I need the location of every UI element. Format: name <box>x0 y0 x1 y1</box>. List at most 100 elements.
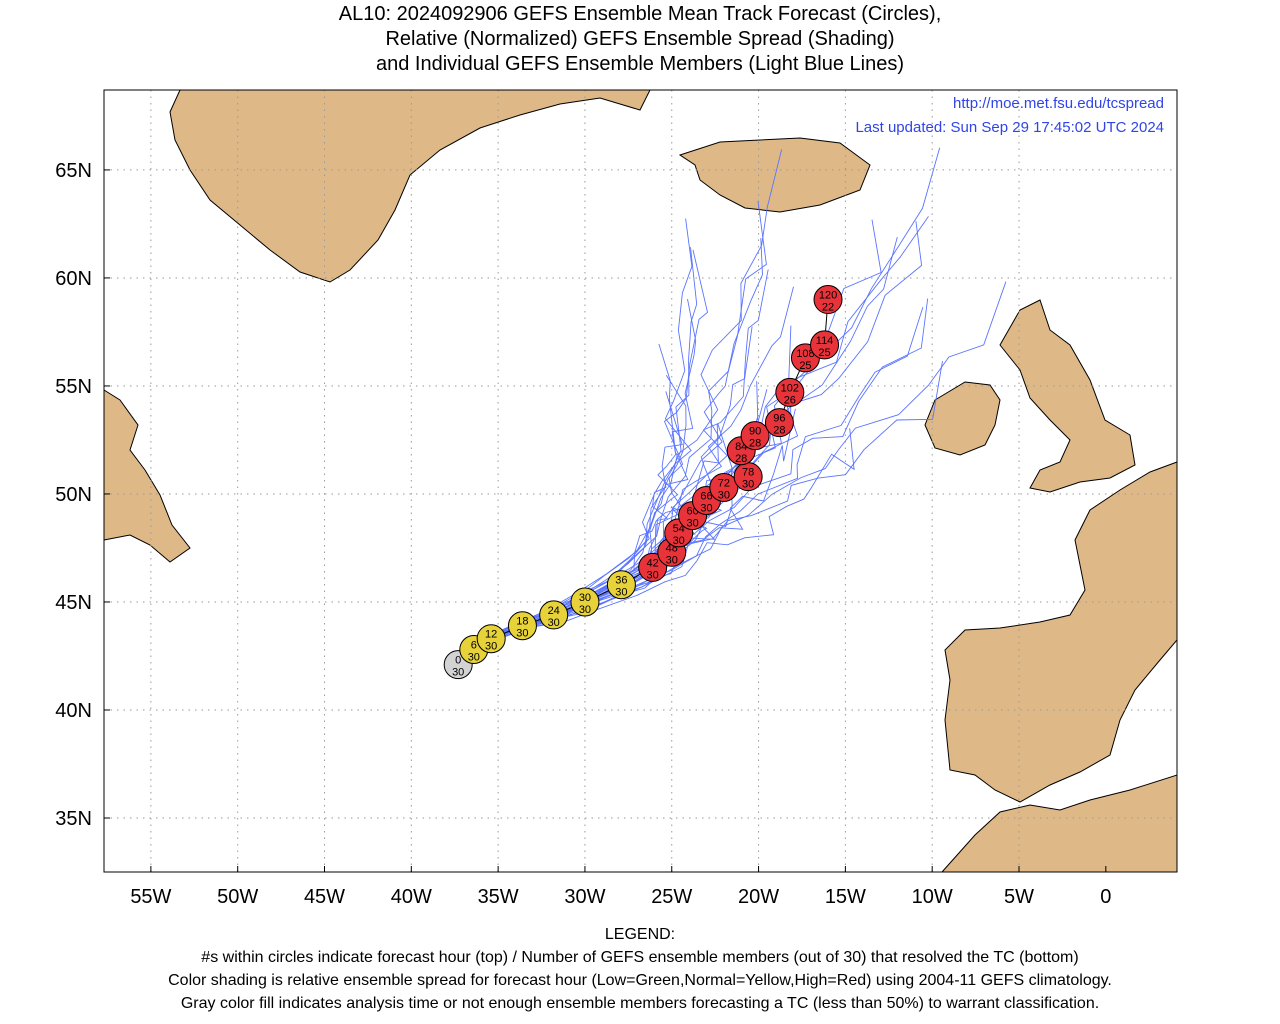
member-count-label: 30 <box>666 554 678 566</box>
land-masses <box>103 89 1178 873</box>
member-count-label: 28 <box>749 438 761 450</box>
forecast-hour-label: 12 <box>485 629 497 641</box>
great-britain-landmass <box>999 299 1136 493</box>
lat-tick-label: 55N <box>55 376 92 398</box>
lat-tick-labels: 35N 40N 45N 50N 55N 60N 65N <box>55 160 92 830</box>
member-count-label: 28 <box>735 453 747 465</box>
member-count-label: 30 <box>742 479 754 491</box>
forecast-hour-label: 102 <box>781 382 799 394</box>
lon-tick-labels: 55W 50W 45W 40W 35W 30W 25W 20W 15W 10W 5W 0 <box>130 886 1111 908</box>
track-circle <box>775 377 805 407</box>
member-count-label: 30 <box>516 628 528 640</box>
lon-tick-label: 5W <box>1004 886 1034 908</box>
member-count-label: 30 <box>452 667 464 679</box>
mean-track-line <box>457 299 829 665</box>
lat-tick-label: 50N <box>55 484 92 506</box>
track-circle <box>764 408 794 438</box>
lon-tick-label: 35W <box>478 886 519 908</box>
forecast-hour-label: 108 <box>796 348 814 360</box>
track-circle <box>638 552 668 582</box>
newfoundland-landmass <box>103 389 191 563</box>
lon-tick-label: 55W <box>130 886 171 908</box>
forecast-hour-label: 114 <box>816 335 834 347</box>
mean-track: 0306301230183024303030363042304830543060… <box>443 285 843 680</box>
member-count-label: 30 <box>485 641 497 653</box>
member-count-label: 30 <box>673 535 685 547</box>
lon-tick-label: 10W <box>912 886 953 908</box>
last-updated-text: Last updated: Sun Sep 29 17:45:02 UTC 20… <box>855 119 1164 136</box>
lon-tick-label: 15W <box>825 886 866 908</box>
track-circle <box>709 472 739 502</box>
member-count-label: 26 <box>784 394 796 406</box>
forecast-hour-label: 72 <box>718 477 730 489</box>
lat-tick-label: 45N <box>55 592 92 614</box>
lat-tick-label: 35N <box>55 808 92 830</box>
europe-mainland <box>944 461 1178 803</box>
ensemble-member-track <box>457 325 792 665</box>
ensemble-member-track <box>457 269 769 665</box>
ensemble-member-track <box>457 221 923 665</box>
forecast-hour-label: 6 <box>471 639 477 651</box>
member-count-label: 28 <box>773 425 785 437</box>
lon-tick-label: 25W <box>651 886 692 908</box>
member-count-label: 30 <box>686 518 698 530</box>
ensemble-member-track <box>457 375 687 665</box>
ensemble-member-track <box>457 428 855 665</box>
source-url-link[interactable]: http://moe.met.fsu.edu/tcspread <box>953 95 1164 112</box>
member-count-label: 25 <box>818 347 830 359</box>
legend-heading: LEGEND: <box>604 926 676 943</box>
lat-tick-label: 40N <box>55 700 92 722</box>
forecast-hour-label: 90 <box>749 426 761 438</box>
forecast-hour-label: 120 <box>819 290 837 302</box>
member-count-label: 30 <box>579 604 591 616</box>
member-count-label: 30 <box>468 651 480 663</box>
forecast-hour-label: 18 <box>516 616 528 628</box>
lon-tick-label: 50W <box>217 886 258 908</box>
forecast-hour-label: 42 <box>647 557 659 569</box>
forecast-hour-label: 24 <box>548 605 560 617</box>
lon-tick-label: 30W <box>564 886 605 908</box>
lon-tick-label: 45W <box>304 886 345 908</box>
lon-tick-label: 20W <box>738 886 779 908</box>
ensemble-member-track <box>457 298 929 665</box>
map-title-line-3: and Individual GEFS Ensemble Members (Li… <box>375 53 905 75</box>
lon-tick-label: 40W <box>391 886 432 908</box>
member-count-label: 30 <box>548 617 560 629</box>
ensemble-member-track <box>457 147 941 665</box>
lon-tick-label: 0 <box>1100 886 1111 908</box>
map-title-line-2: Relative (Normalized) GEFS Ensemble Spre… <box>385 28 895 50</box>
ensemble-member-track <box>457 306 924 665</box>
ensemble-member-tracks <box>457 147 1007 665</box>
lat-tick-label: 65N <box>55 160 92 182</box>
member-count-label: 30 <box>700 502 712 514</box>
ensemble-member-track <box>457 238 763 665</box>
map-frame <box>103 89 1178 873</box>
forecast-hour-label: 36 <box>615 575 627 587</box>
track-circle <box>813 285 843 315</box>
track-circle <box>570 587 600 617</box>
forecast-hour-label: 66 <box>700 490 712 502</box>
forecast-hour-label: 78 <box>742 467 754 479</box>
legend-line-2: Color shading is relative ensemble sprea… <box>168 972 1112 989</box>
ensemble-member-track <box>457 219 882 665</box>
legend-line-3: Gray color fill indicates analysis time … <box>180 995 1100 1012</box>
track-circle <box>740 421 770 451</box>
ensemble-member-track <box>457 391 683 665</box>
track-map: 0306301230183024303030363042304830543060… <box>55 89 1178 908</box>
legend-line-1: #s within circles indicate forecast hour… <box>201 949 1079 966</box>
member-count-label: 22 <box>822 302 834 314</box>
ensemble-member-track <box>457 281 1007 665</box>
